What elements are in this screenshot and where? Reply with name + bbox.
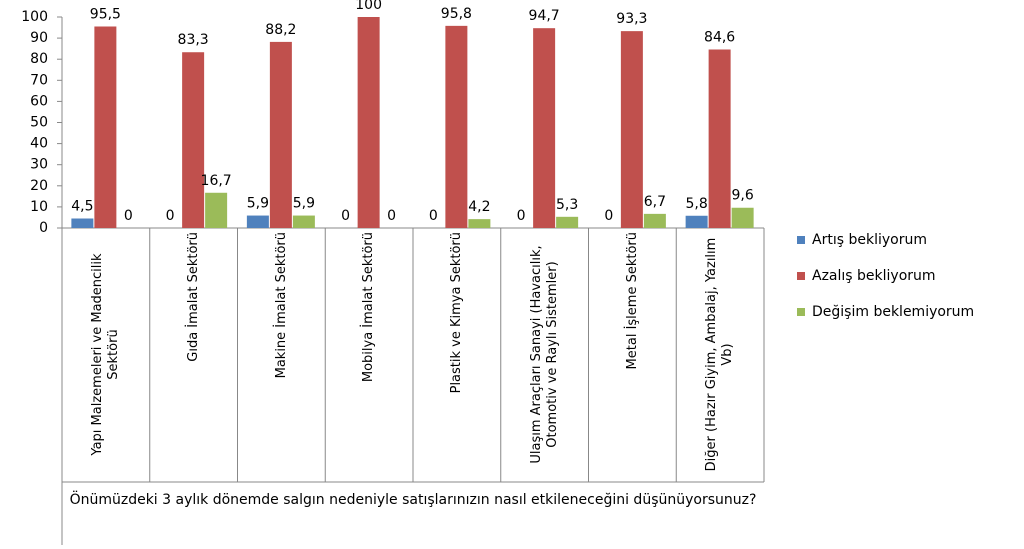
bar	[731, 207, 754, 228]
data-label: 95,8	[441, 6, 472, 22]
data-label: 0	[124, 208, 133, 224]
data-label: 16,7	[201, 173, 232, 189]
x-tick-label: Ulaşım Araçları Sanayi (Havacılık, Otomo…	[528, 245, 560, 464]
data-label: 4,2	[468, 199, 490, 215]
bar	[269, 41, 292, 229]
x-tick-label: Metal İşleme Sektörü	[624, 232, 640, 370]
data-label: 9,6	[731, 188, 753, 204]
bar	[292, 215, 315, 228]
data-label: 0	[387, 208, 396, 224]
bar	[246, 215, 269, 228]
data-label: 94,7	[529, 8, 560, 24]
data-label: 0	[604, 208, 613, 224]
legend-swatch	[797, 308, 805, 316]
bar	[357, 17, 380, 228]
data-label: 5,9	[247, 196, 269, 212]
y-tick-label: 60	[30, 93, 48, 109]
x-tick-label-box: Diğer (Hazır Giyim, Ambalaj, Yazılım Vb)	[704, 237, 736, 472]
x-tick-label-box: Ulaşım Araçları Sanayi (Havacılık, Otomo…	[528, 245, 560, 464]
y-tick-label: 80	[30, 51, 48, 67]
y-tick-label: 30	[30, 157, 48, 173]
x-tick-label: Plastik ve Kimya Sektörü	[449, 232, 464, 394]
bar	[620, 31, 643, 229]
x-tick-label: Gıda İmalat Sektörü	[185, 232, 201, 362]
data-label: 0	[429, 208, 438, 224]
x-tick-label-box: Metal İşleme Sektörü	[624, 232, 640, 370]
legend-label: Değişim beklemiyorum	[812, 304, 974, 320]
x-tick-label: Mobilya İmalat Sektörü	[361, 232, 377, 383]
data-label: 5,3	[556, 197, 578, 213]
y-tick-label: 20	[30, 178, 48, 194]
y-tick-label: 100	[21, 9, 48, 25]
legend-label: Artış bekliyorum	[812, 232, 927, 248]
bar	[556, 216, 579, 228]
data-label: 6,7	[644, 194, 666, 210]
data-label: 5,9	[293, 196, 315, 212]
bar	[468, 219, 491, 228]
data-label: 5,8	[685, 196, 707, 212]
data-label: 95,5	[90, 6, 121, 22]
bar	[533, 28, 556, 229]
data-label: 4,5	[71, 199, 93, 215]
legend-swatch	[797, 272, 805, 280]
data-label: 88,2	[265, 22, 296, 38]
y-tick-label: 40	[30, 136, 48, 152]
bar	[643, 213, 666, 228]
y-tick-label: 90	[30, 30, 48, 46]
x-tick-label-box: Plastik ve Kimya Sektörü	[449, 232, 464, 394]
y-tick-label: 0	[39, 220, 48, 236]
bar	[685, 215, 708, 228]
x-tick-label-box: Yapı Malzemeleri ve Madencilik Sektörü	[90, 253, 121, 456]
x-tick-label: Makine İmalat Sektörü	[273, 232, 289, 379]
x-tick-label: Diğer (Hazır Giyim, Ambalaj, Yazılım Vb)	[704, 237, 736, 472]
y-tick-label: 10	[30, 199, 48, 215]
bar	[445, 25, 468, 228]
data-label: 0	[517, 208, 526, 224]
legend-swatch	[797, 236, 805, 244]
x-tick-label-box: Gıda İmalat Sektörü	[185, 232, 201, 362]
bar	[205, 192, 228, 228]
data-label: 0	[166, 208, 175, 224]
bar	[708, 49, 731, 228]
x-tick-label-box: Makine İmalat Sektörü	[273, 232, 289, 379]
data-label: 100	[355, 0, 382, 13]
data-label: 93,3	[616, 11, 647, 27]
bar	[182, 52, 205, 228]
x-tick-label: Yapı Malzemeleri ve Madencilik Sektörü	[90, 253, 121, 456]
x-axis-title-box: Önümüzdeki 3 aylık dönemde salgın nedeni…	[69, 492, 757, 508]
data-label: 0	[341, 208, 350, 224]
y-tick-label: 50	[30, 115, 48, 131]
bar	[94, 26, 117, 229]
bar	[71, 218, 94, 228]
y-tick-label: 70	[30, 72, 48, 88]
data-label: 83,3	[178, 32, 209, 48]
x-axis-title: Önümüzdeki 3 aylık dönemde salgın nedeni…	[69, 492, 757, 508]
data-label: 84,6	[704, 29, 735, 45]
legend-label: Azalış bekliyorum	[812, 268, 936, 284]
x-tick-label-box: Mobilya İmalat Sektörü	[361, 232, 377, 383]
